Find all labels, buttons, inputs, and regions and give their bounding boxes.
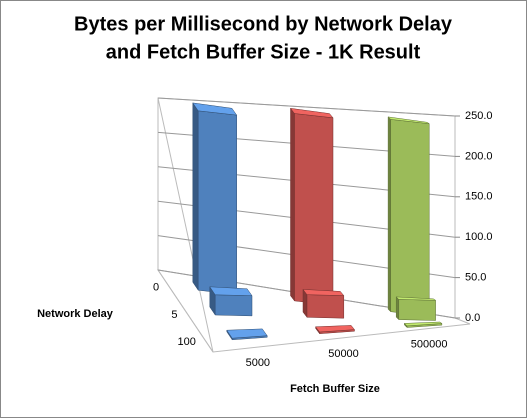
bar-top (395, 296, 437, 301)
bar-front (390, 119, 430, 317)
bar (302, 288, 345, 319)
y-tick-label: 50.0 (465, 272, 486, 284)
bar-front (306, 294, 345, 319)
bar-top (302, 289, 345, 296)
grid-line (157, 97, 456, 117)
bar-side (387, 116, 391, 313)
y-tick-label: 200.0 (465, 150, 493, 162)
chart-title: Bytes per Millisecond by Network Delay (74, 13, 453, 35)
bar-front (294, 113, 334, 306)
bar-side (290, 107, 295, 302)
y-tick-label: 100.0 (465, 231, 493, 243)
depth-tick-label: 0 (153, 282, 159, 294)
bar (192, 102, 238, 295)
x-axis-title: Fetch Buffer Size (290, 383, 380, 395)
bar (226, 328, 268, 341)
bar-front (197, 110, 237, 295)
y-tick-label: 0.0 (465, 312, 480, 324)
x-tick-label: 5000 (246, 357, 270, 369)
bar-top (209, 286, 253, 296)
bar (403, 321, 443, 329)
chart-title: and Fetch Buffer Size - 1K Result (106, 41, 421, 63)
bar-top (192, 102, 238, 116)
bar-top (387, 116, 430, 124)
depth-tick-label: 100 (177, 336, 195, 348)
bar (209, 285, 253, 317)
bar-top (403, 321, 443, 327)
bar-top (289, 107, 334, 119)
bar-top (315, 325, 355, 333)
depth-tick-label: 5 (171, 309, 177, 321)
bar-front (398, 299, 436, 321)
bar-front (214, 294, 253, 317)
bar-side (192, 102, 199, 292)
bar (387, 116, 430, 317)
bar (315, 325, 355, 335)
bar (289, 107, 334, 306)
side-wall (157, 97, 214, 353)
x-tick-label: 50000 (328, 348, 359, 360)
depth-axis-title: Network Delay (37, 308, 114, 320)
bar (395, 296, 437, 321)
bar-top (226, 328, 268, 339)
y-tick-label: 150.0 (465, 191, 493, 203)
y-tick-label: 250.0 (465, 110, 493, 122)
x-tick-label: 500000 (411, 339, 448, 351)
bar-side (395, 296, 400, 321)
